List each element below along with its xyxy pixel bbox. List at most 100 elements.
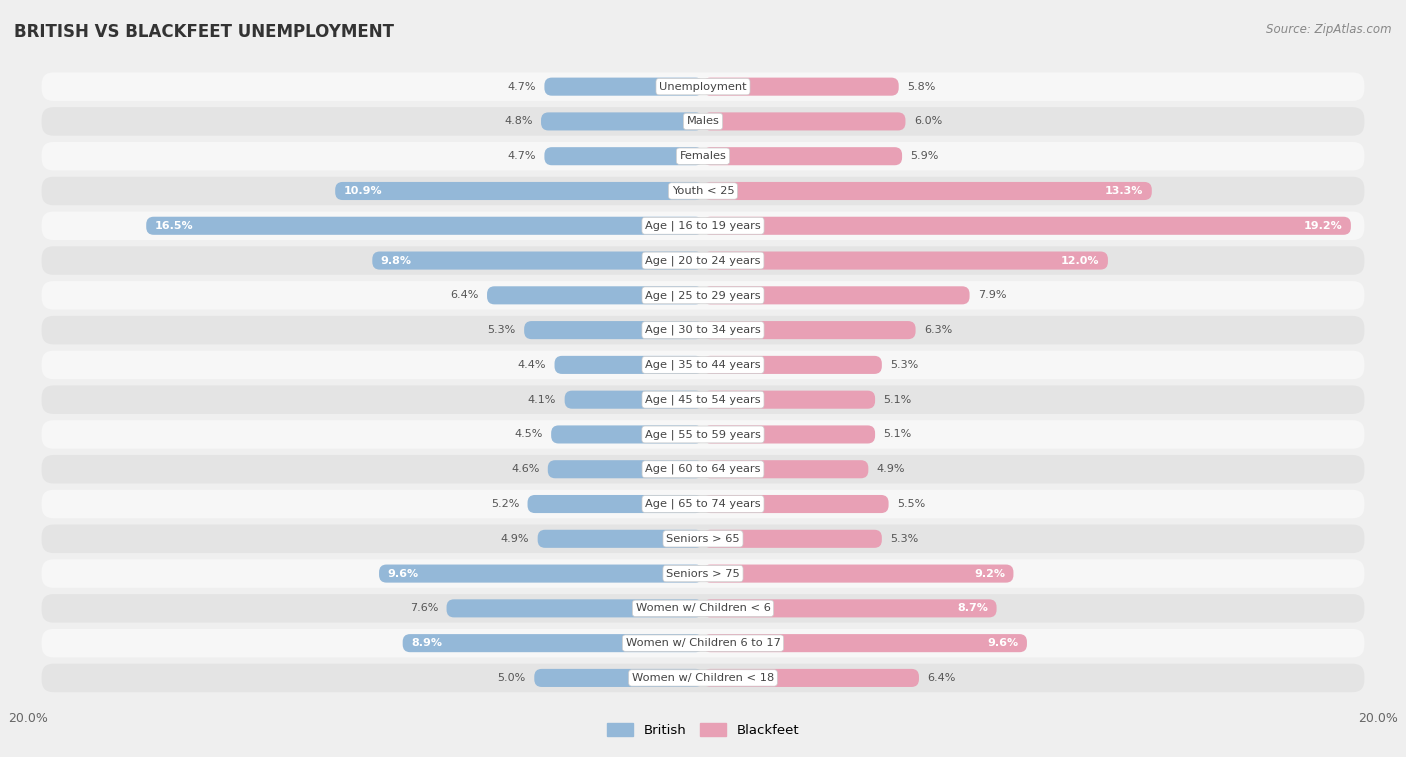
FancyBboxPatch shape xyxy=(527,495,703,513)
FancyBboxPatch shape xyxy=(703,669,920,687)
Text: 6.4%: 6.4% xyxy=(928,673,956,683)
Text: 12.0%: 12.0% xyxy=(1062,256,1099,266)
FancyBboxPatch shape xyxy=(534,669,703,687)
FancyBboxPatch shape xyxy=(703,251,1108,269)
Text: 6.0%: 6.0% xyxy=(914,117,942,126)
FancyBboxPatch shape xyxy=(703,182,1152,200)
FancyBboxPatch shape xyxy=(486,286,703,304)
FancyBboxPatch shape xyxy=(42,316,1364,344)
Text: 9.8%: 9.8% xyxy=(381,256,412,266)
Text: 5.3%: 5.3% xyxy=(890,360,918,370)
Text: 4.4%: 4.4% xyxy=(517,360,546,370)
FancyBboxPatch shape xyxy=(42,385,1364,414)
Text: Age | 55 to 59 years: Age | 55 to 59 years xyxy=(645,429,761,440)
FancyBboxPatch shape xyxy=(42,559,1364,588)
Text: BRITISH VS BLACKFEET UNEMPLOYMENT: BRITISH VS BLACKFEET UNEMPLOYMENT xyxy=(14,23,394,41)
FancyBboxPatch shape xyxy=(146,217,703,235)
Text: Age | 16 to 19 years: Age | 16 to 19 years xyxy=(645,220,761,231)
FancyBboxPatch shape xyxy=(42,629,1364,657)
FancyBboxPatch shape xyxy=(703,78,898,95)
Text: 5.2%: 5.2% xyxy=(491,499,519,509)
Text: Source: ZipAtlas.com: Source: ZipAtlas.com xyxy=(1267,23,1392,36)
Text: 5.5%: 5.5% xyxy=(897,499,925,509)
FancyBboxPatch shape xyxy=(42,420,1364,449)
FancyBboxPatch shape xyxy=(42,107,1364,136)
Text: Age | 60 to 64 years: Age | 60 to 64 years xyxy=(645,464,761,475)
Text: 4.7%: 4.7% xyxy=(508,82,536,92)
Text: 6.4%: 6.4% xyxy=(450,291,478,301)
FancyBboxPatch shape xyxy=(537,530,703,548)
Text: Males: Males xyxy=(686,117,720,126)
FancyBboxPatch shape xyxy=(703,391,875,409)
FancyBboxPatch shape xyxy=(703,634,1026,653)
Text: 4.9%: 4.9% xyxy=(501,534,529,544)
Text: 16.5%: 16.5% xyxy=(155,221,193,231)
Text: 6.3%: 6.3% xyxy=(924,325,952,335)
Text: 4.6%: 4.6% xyxy=(510,464,540,474)
Text: Women w/ Children < 18: Women w/ Children < 18 xyxy=(631,673,775,683)
Text: 9.6%: 9.6% xyxy=(987,638,1018,648)
FancyBboxPatch shape xyxy=(380,565,703,583)
Text: 19.2%: 19.2% xyxy=(1303,221,1343,231)
FancyBboxPatch shape xyxy=(42,281,1364,310)
Legend: British, Blackfeet: British, Blackfeet xyxy=(602,718,804,743)
Text: 5.1%: 5.1% xyxy=(883,429,911,440)
Text: 4.8%: 4.8% xyxy=(505,117,533,126)
FancyBboxPatch shape xyxy=(373,251,703,269)
FancyBboxPatch shape xyxy=(42,455,1364,484)
Text: 8.9%: 8.9% xyxy=(411,638,441,648)
Text: 4.5%: 4.5% xyxy=(515,429,543,440)
Text: Age | 35 to 44 years: Age | 35 to 44 years xyxy=(645,360,761,370)
FancyBboxPatch shape xyxy=(703,112,905,130)
Text: 5.9%: 5.9% xyxy=(911,151,939,161)
FancyBboxPatch shape xyxy=(42,246,1364,275)
FancyBboxPatch shape xyxy=(703,460,869,478)
Text: Youth < 25: Youth < 25 xyxy=(672,186,734,196)
FancyBboxPatch shape xyxy=(42,490,1364,519)
FancyBboxPatch shape xyxy=(703,147,903,165)
Text: Age | 65 to 74 years: Age | 65 to 74 years xyxy=(645,499,761,509)
FancyBboxPatch shape xyxy=(544,78,703,95)
FancyBboxPatch shape xyxy=(524,321,703,339)
Text: Females: Females xyxy=(679,151,727,161)
Text: 10.9%: 10.9% xyxy=(343,186,382,196)
FancyBboxPatch shape xyxy=(554,356,703,374)
Text: Unemployment: Unemployment xyxy=(659,82,747,92)
FancyBboxPatch shape xyxy=(42,594,1364,622)
Text: 5.3%: 5.3% xyxy=(890,534,918,544)
FancyBboxPatch shape xyxy=(42,350,1364,379)
Text: 5.3%: 5.3% xyxy=(488,325,516,335)
FancyBboxPatch shape xyxy=(42,211,1364,240)
Text: 7.9%: 7.9% xyxy=(979,291,1007,301)
FancyBboxPatch shape xyxy=(541,112,703,130)
FancyBboxPatch shape xyxy=(42,142,1364,170)
Text: Age | 20 to 24 years: Age | 20 to 24 years xyxy=(645,255,761,266)
Text: 5.1%: 5.1% xyxy=(883,394,911,405)
FancyBboxPatch shape xyxy=(42,176,1364,205)
FancyBboxPatch shape xyxy=(551,425,703,444)
Text: Seniors > 75: Seniors > 75 xyxy=(666,569,740,578)
FancyBboxPatch shape xyxy=(703,495,889,513)
FancyBboxPatch shape xyxy=(447,600,703,618)
FancyBboxPatch shape xyxy=(42,73,1364,101)
Text: 5.0%: 5.0% xyxy=(498,673,526,683)
Text: Age | 25 to 29 years: Age | 25 to 29 years xyxy=(645,290,761,301)
FancyBboxPatch shape xyxy=(703,425,875,444)
Text: 5.8%: 5.8% xyxy=(907,82,935,92)
Text: 4.9%: 4.9% xyxy=(877,464,905,474)
FancyBboxPatch shape xyxy=(703,600,997,618)
Text: 7.6%: 7.6% xyxy=(409,603,439,613)
Text: Seniors > 65: Seniors > 65 xyxy=(666,534,740,544)
FancyBboxPatch shape xyxy=(703,217,1351,235)
FancyBboxPatch shape xyxy=(565,391,703,409)
Text: 9.6%: 9.6% xyxy=(388,569,419,578)
FancyBboxPatch shape xyxy=(548,460,703,478)
FancyBboxPatch shape xyxy=(703,286,970,304)
Text: 8.7%: 8.7% xyxy=(957,603,988,613)
FancyBboxPatch shape xyxy=(402,634,703,653)
Text: Age | 45 to 54 years: Age | 45 to 54 years xyxy=(645,394,761,405)
Text: 13.3%: 13.3% xyxy=(1105,186,1143,196)
FancyBboxPatch shape xyxy=(42,664,1364,692)
FancyBboxPatch shape xyxy=(544,147,703,165)
FancyBboxPatch shape xyxy=(703,565,1014,583)
